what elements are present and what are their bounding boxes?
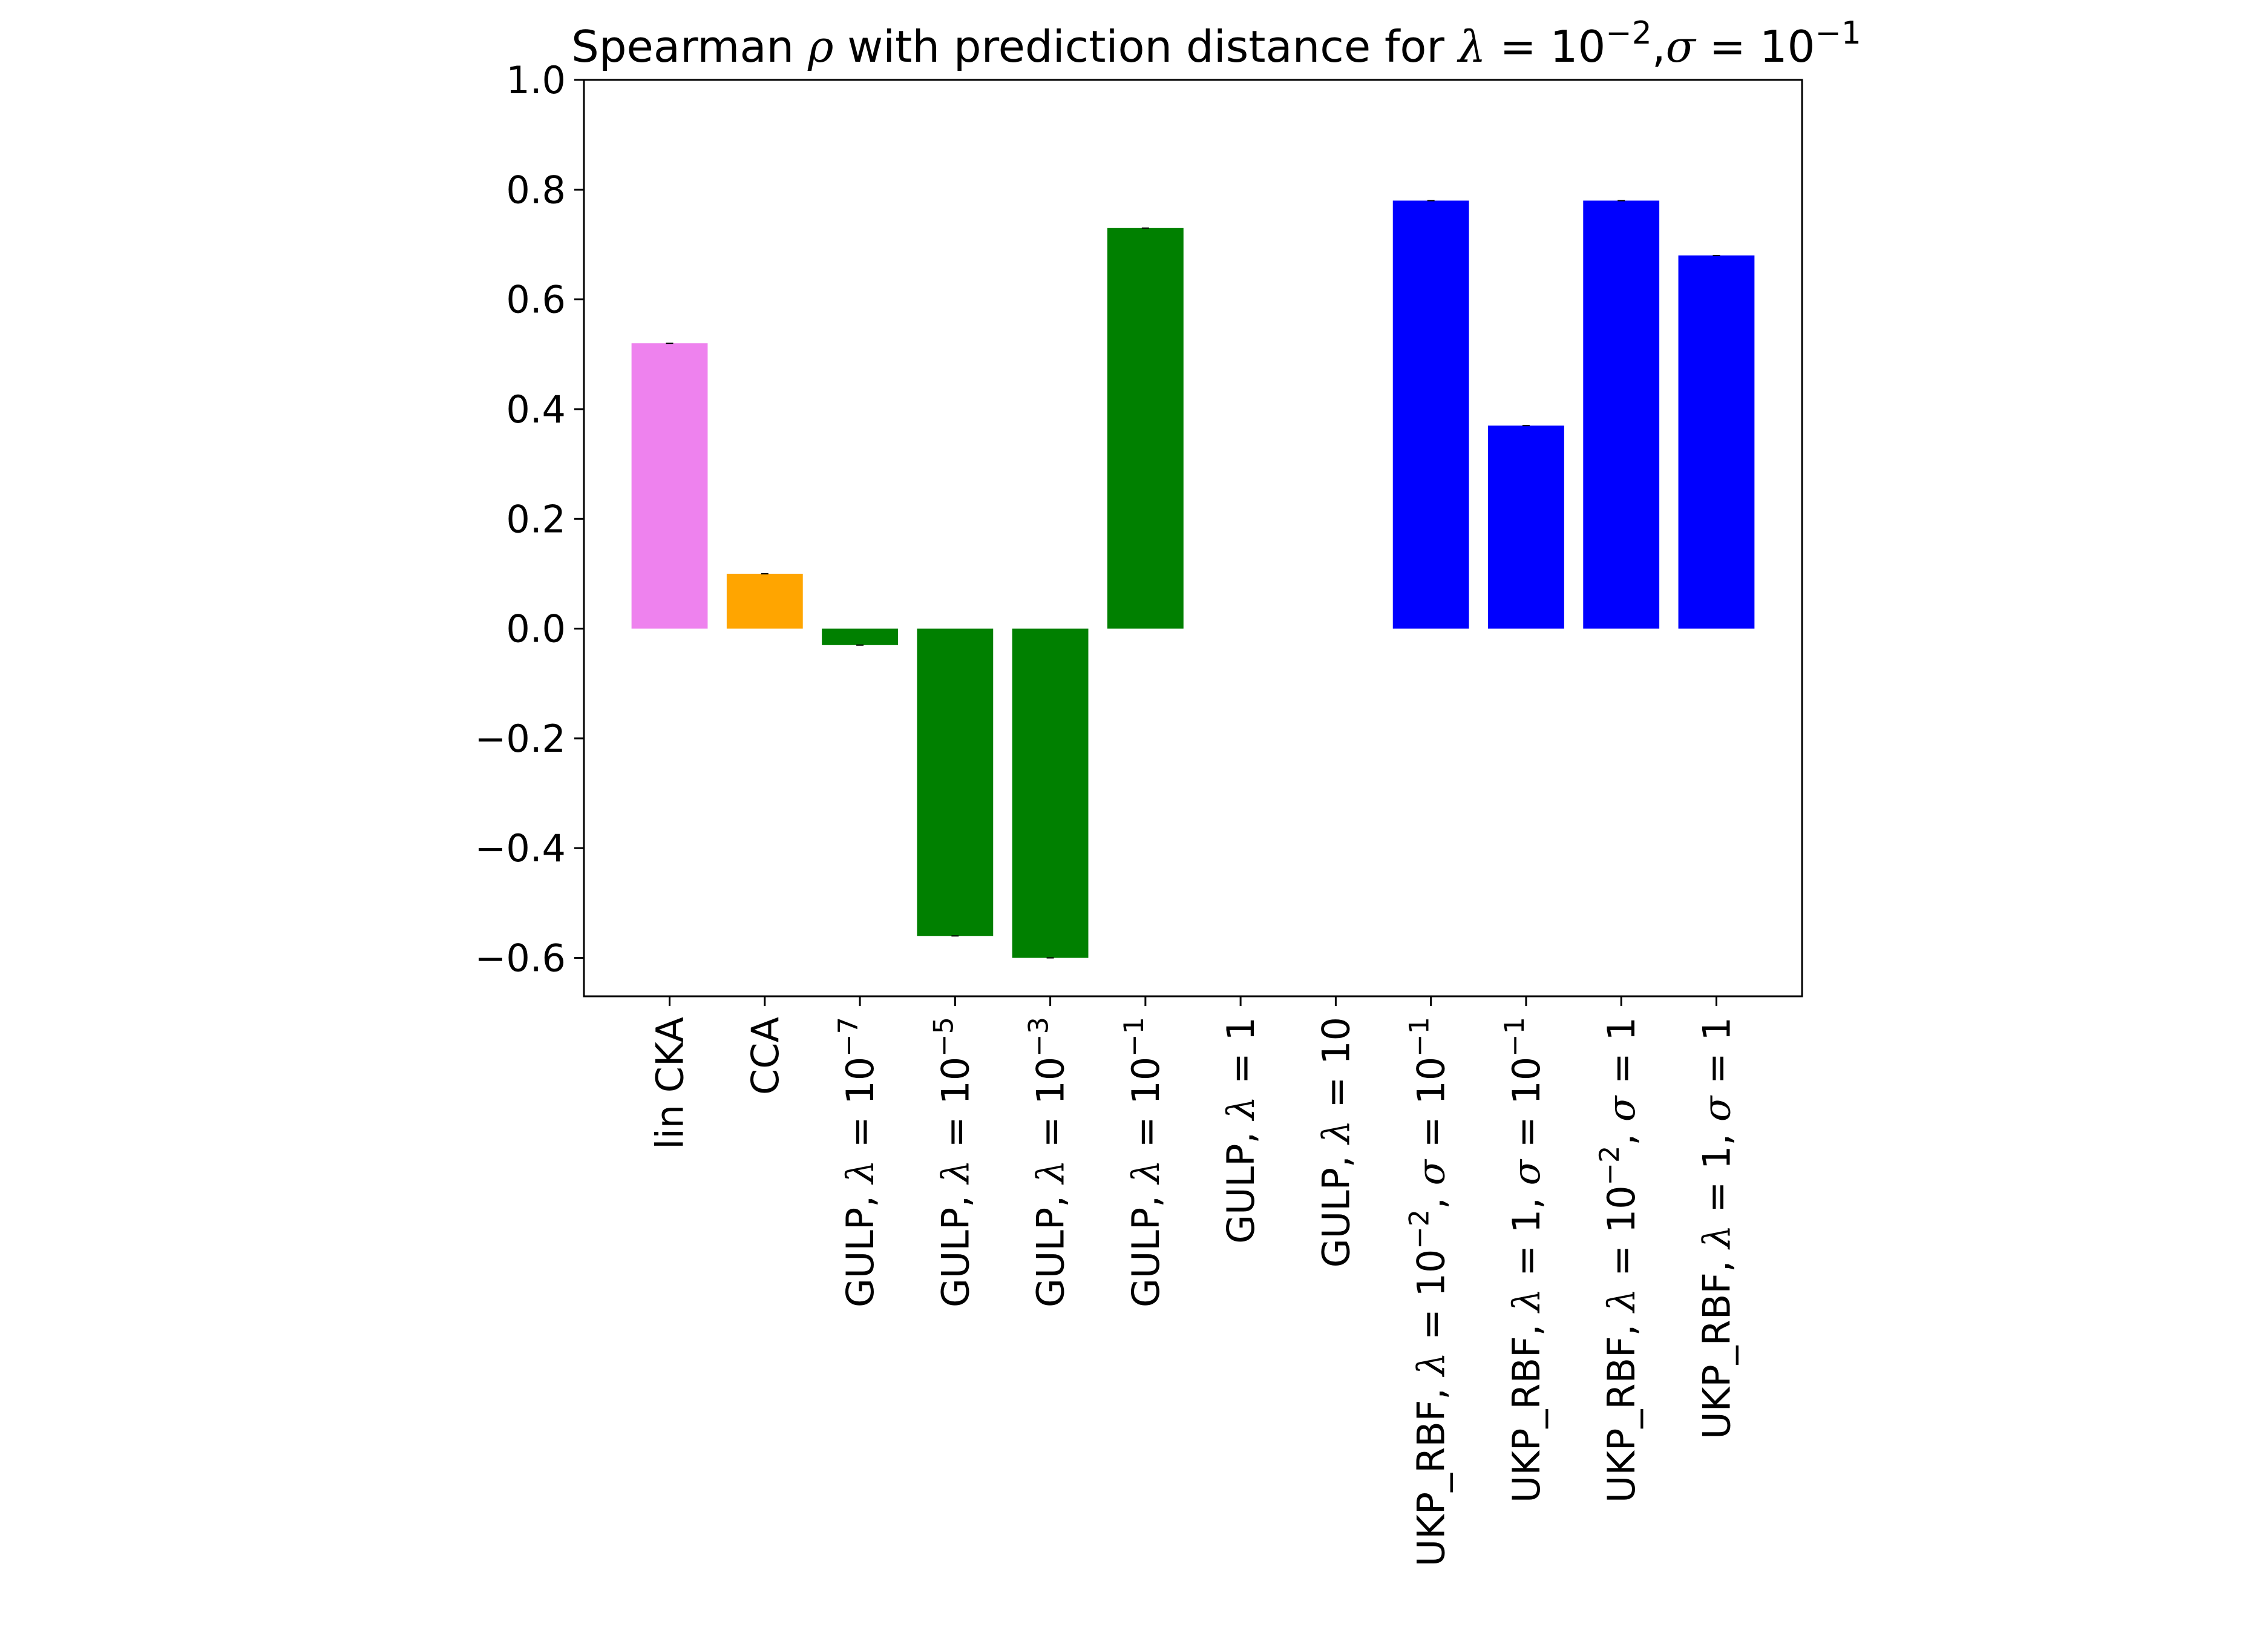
- bar-9: [1488, 426, 1564, 629]
- x-tick-label: CCA: [743, 1017, 787, 1095]
- y-tick-label: −0.6: [474, 936, 566, 981]
- bars-layer: [631, 200, 1755, 959]
- y-tick-label: −0.4: [474, 826, 566, 870]
- y-tick-label: −0.2: [474, 717, 566, 761]
- bar-4: [1012, 628, 1089, 958]
- x-tick-label: GULP, λ = 10: [1314, 1017, 1358, 1267]
- x-tick-label: GULP, λ = 10−3: [1023, 1017, 1073, 1307]
- x-tick-label: GULP, λ = 1: [1219, 1017, 1263, 1244]
- x-tick-label: GULP, λ = 10−7: [833, 1017, 882, 1307]
- y-tick-label: 0.8: [506, 168, 566, 212]
- axes-layer: 1.0 0.8 0.6 0.4 0.2 0.0 −0.2 −0.4 −0.6 lin CKA CCA…: [474, 58, 1739, 1566]
- x-tick-label: GULP, λ = 10−1: [1118, 1017, 1168, 1307]
- x-tick-label: UKP_RBF, λ = 1, σ = 1: [1694, 1017, 1739, 1439]
- x-tick-label: UKP_RBF, λ = 10−2, σ = 10−1: [1404, 1017, 1454, 1566]
- bar-11: [1678, 255, 1755, 629]
- bar-8: [1392, 200, 1469, 629]
- bar-1: [726, 573, 803, 629]
- x-tick-label: lin CKA: [648, 1017, 692, 1149]
- y-tick-label: 1.0: [506, 58, 566, 102]
- y-tick-label: 0.0: [506, 607, 566, 651]
- chart-title: Spearman ρ with prediction distance for …: [571, 15, 1861, 72]
- bar-2: [822, 628, 898, 645]
- bar-3: [917, 628, 994, 936]
- bar-10: [1583, 200, 1660, 629]
- bar-0: [631, 343, 708, 629]
- bar-5: [1107, 228, 1184, 629]
- y-tick-label: 0.6: [506, 278, 566, 322]
- y-tick-label: 0.4: [506, 387, 566, 432]
- x-tick-label: UKP_RBF, λ = 10−2, σ = 1: [1594, 1017, 1644, 1503]
- x-tick-label: GULP, λ = 10−5: [928, 1017, 977, 1307]
- x-tick-label: UKP_RBF, λ = 1, σ = 10−1: [1499, 1017, 1549, 1503]
- plot-area-frame: [583, 79, 1803, 998]
- y-tick-label: 0.2: [506, 497, 566, 541]
